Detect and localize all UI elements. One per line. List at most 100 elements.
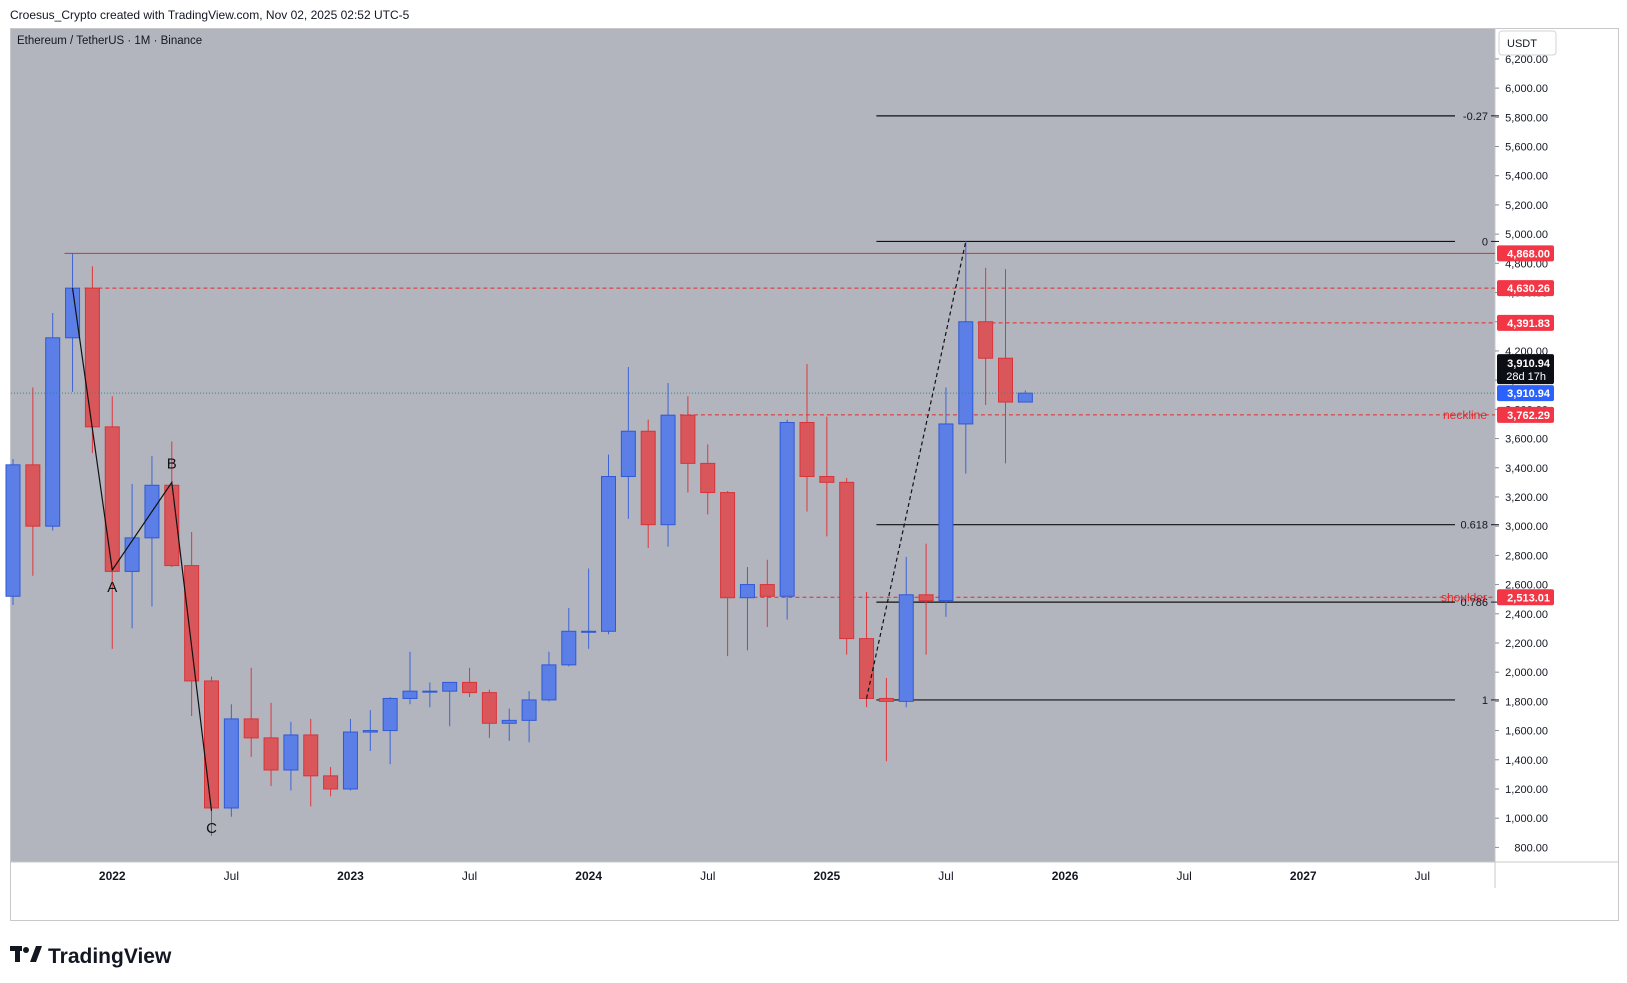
candle-body: [998, 357, 1013, 403]
fib-ratio-label: 0: [1482, 236, 1488, 248]
candle-body: [958, 321, 974, 425]
candle: [442, 681, 458, 727]
x-tick-label: 2024: [575, 869, 602, 883]
candle-body: [204, 680, 219, 809]
fib-trend-line: [865, 241, 967, 699]
candle: [223, 704, 239, 817]
candle-body: [898, 594, 914, 702]
candle-body: [561, 630, 577, 666]
y-tick-label: 3,600.00: [1505, 434, 1548, 446]
candle-body: [362, 730, 378, 733]
level-price-badge-text: 4,868.00: [1507, 248, 1550, 260]
x-tick-label: 2023: [337, 869, 364, 883]
candle: [323, 767, 339, 797]
candle-body: [382, 697, 398, 732]
candle: [303, 718, 319, 807]
level-text: neckline: [1443, 408, 1487, 422]
y-tick-label: 1,600.00: [1505, 726, 1548, 738]
wave-label: B: [167, 455, 177, 472]
wave-label: C: [206, 820, 217, 837]
level-price-badge: [1497, 245, 1554, 262]
candle: [998, 269, 1013, 464]
candle-body: [759, 584, 775, 597]
fib-ratio-label: 0.786: [1460, 597, 1488, 609]
candle: [521, 691, 537, 743]
candle: [640, 419, 656, 549]
candle-body: [918, 594, 934, 602]
candle: [382, 697, 398, 765]
candle-body: [601, 476, 616, 632]
level-price-badge: [1497, 280, 1554, 297]
candle: [501, 708, 517, 741]
candle: [978, 267, 994, 405]
chart-attribution-bar: Croesus_Crypto created with TradingView.…: [0, 0, 1627, 28]
candle: [581, 568, 597, 649]
candle-body: [342, 731, 358, 790]
y-tick-label: 5,200.00: [1505, 200, 1548, 212]
candle-body: [223, 718, 239, 809]
candle-body: [1017, 392, 1033, 403]
y-tick-label: 6,000.00: [1505, 83, 1548, 95]
candle: [481, 689, 497, 738]
candle: [898, 556, 914, 708]
x-tick-label: Jul: [1176, 869, 1191, 883]
x-tick-label: 2026: [1052, 869, 1079, 883]
candle-body: [402, 690, 418, 699]
candle: [45, 312, 61, 531]
candle: [620, 367, 636, 519]
tradingview-logo-icon: [10, 944, 42, 970]
x-tick-label: Jul: [700, 869, 715, 883]
candle: [342, 718, 358, 791]
candle-body: [859, 638, 875, 699]
currency-label: USDT: [1507, 38, 1537, 50]
drawings-layer: A B C: [11, 241, 1495, 837]
candle: [720, 491, 736, 657]
candle-body: [878, 697, 894, 702]
candle-body: [65, 287, 81, 339]
candle-body: [184, 565, 200, 682]
candle: [84, 266, 100, 454]
candle-body: [819, 476, 835, 483]
candle-body: [45, 337, 61, 527]
fib-layer: -0.27 0 0.618 0.786 1: [876, 111, 1488, 707]
candle: [819, 416, 835, 537]
level-price-badge: [1497, 589, 1554, 606]
candle: [283, 721, 299, 791]
y-tick-label: 2,800.00: [1505, 550, 1548, 562]
candle-body: [104, 426, 120, 572]
countdown-text: 28d 17h: [1506, 371, 1546, 383]
candle: [779, 419, 795, 620]
y-tick-label: 800.00: [1514, 842, 1548, 854]
y-tick-label: 1,400.00: [1505, 755, 1548, 767]
candle-body: [839, 481, 855, 640]
candle-body: [779, 421, 795, 597]
candle-body: [541, 664, 557, 701]
tradingview-logo[interactable]: TradingView: [10, 942, 171, 972]
x-tick-label: Jul: [224, 869, 239, 883]
candle-body: [799, 421, 815, 478]
candle: [422, 682, 438, 708]
fib-ratio-label: 0.618: [1460, 520, 1488, 532]
countdown-price-text: 3,910.94: [1507, 358, 1551, 370]
time-axis[interactable]: [11, 862, 1618, 888]
candle: [5, 458, 21, 606]
currency-button[interactable]: [1498, 30, 1557, 56]
candle-body: [422, 690, 438, 693]
price-badges: 4,868.00 4,630.26 4,391.83 3,762.29 2,513.01…: [1497, 245, 1554, 606]
chart-title: Ethereum / TetherUS · 1M · Binance: [17, 35, 202, 47]
level-price-badge: [1497, 314, 1554, 331]
candle: [462, 667, 478, 697]
y-tick-label: 6,200.00: [1505, 54, 1548, 66]
candles-layer: [5, 241, 1033, 836]
wave-label: A: [107, 579, 117, 596]
price-axis[interactable]: [1495, 29, 1618, 862]
y-tick-label: 2,000.00: [1505, 667, 1548, 679]
candle-body: [5, 464, 21, 597]
level-price-badge: [1497, 406, 1554, 423]
candle: [561, 607, 577, 667]
fib-ratio-label: 1: [1482, 695, 1488, 707]
candle-body: [84, 287, 100, 428]
level-text: shoulder: [1441, 590, 1487, 604]
x-tick-label: Jul: [938, 869, 953, 883]
